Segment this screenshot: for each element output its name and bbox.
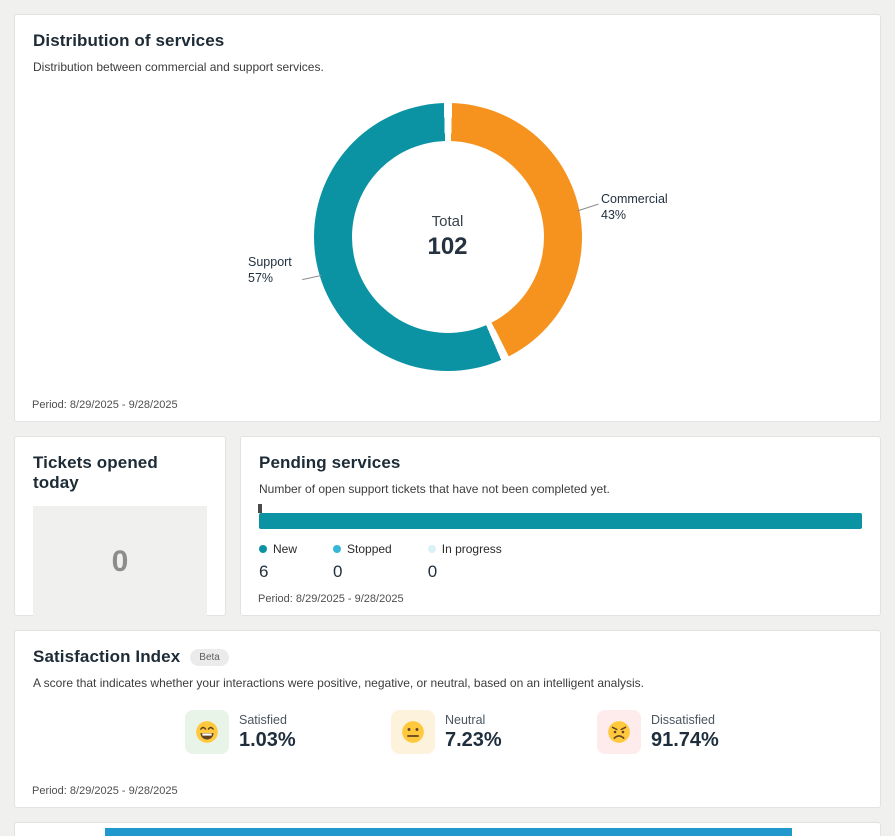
emoji-box <box>185 710 229 754</box>
angry-face-icon <box>608 721 630 743</box>
legend-head: In progress <box>427 542 502 556</box>
distribution-card: Distribution of services Distribution be… <box>14 14 881 422</box>
legend-label: In progress <box>441 542 502 556</box>
partial-next-card <box>14 822 881 836</box>
satisfaction-title-row: Satisfaction Index Beta <box>33 647 862 667</box>
support-percent: 57% <box>248 271 274 286</box>
legend-head: New <box>259 542 297 556</box>
tickets-count-value: 0 <box>111 545 129 578</box>
metric-label: Dissatisfied <box>651 712 715 727</box>
pending-bar-area <box>258 504 862 529</box>
bar-axis-tick <box>258 504 262 513</box>
pending-legend: New 6 Stopped 0 In progress 0 <box>259 542 862 582</box>
donut-chart[interactable]: Total 102 <box>313 103 582 371</box>
metric-value: 1.03% <box>239 728 296 751</box>
support-label: Support <box>248 255 292 269</box>
beta-badge: Beta <box>190 648 229 666</box>
satisfaction-card-title: Satisfaction Index <box>33 647 181 666</box>
legend-item-in-progress[interactable]: In progress 0 <box>427 542 502 582</box>
commercial-callout: Commercial 43% <box>601 191 668 224</box>
distribution-card-title: Distribution of services <box>33 31 225 50</box>
satisfaction-card: Satisfaction Index Beta A score that ind… <box>14 630 881 808</box>
tickets-card-title: Tickets opened today <box>33 453 158 492</box>
legend-label: Stopped <box>347 542 392 556</box>
metric-value: 7.23% <box>445 728 502 751</box>
emoji-box <box>597 710 641 754</box>
neutral-face-icon <box>402 721 424 743</box>
satisfaction-metrics: Satisfied 1.03% Neutral 7.23% <box>33 710 862 754</box>
legend-value: 0 <box>333 562 343 581</box>
metric-label: Satisfied <box>239 712 287 727</box>
pending-card-title: Pending services <box>259 453 401 472</box>
tickets-count-box: 0 <box>33 506 207 618</box>
metric-satisfied: Satisfied 1.03% <box>185 710 335 754</box>
legend-dot <box>259 545 267 553</box>
distribution-card-subtitle: Distribution between commercial and supp… <box>33 60 324 74</box>
donut-total-label: Total <box>431 213 464 230</box>
metric-label: Neutral <box>445 712 486 727</box>
donut-total-value: 102 <box>427 233 468 260</box>
middle-row: Tickets opened today 0 Pending services … <box>14 436 881 618</box>
satisfaction-period: Period: 8/29/2025 - 9/28/2025 <box>32 785 178 797</box>
legend-item-stopped[interactable]: Stopped 0 <box>333 542 392 582</box>
grinning-face-icon <box>196 721 218 743</box>
pending-bar[interactable] <box>259 513 862 529</box>
metric-value: 91.74% <box>651 728 719 751</box>
legend-item-new[interactable]: New 6 <box>259 542 297 582</box>
donut-center: Total 102 <box>351 141 544 333</box>
distribution-period: Period: 8/29/2025 - 9/28/2025 <box>32 399 178 411</box>
pending-period: Period: 8/29/2025 - 9/28/2025 <box>258 593 404 605</box>
metric-dissatisfied: Dissatisfied 91.74% <box>597 710 747 754</box>
legend-value: 0 <box>427 562 438 581</box>
bottom-partial-bar[interactable] <box>105 828 792 836</box>
satisfaction-card-subtitle: A score that indicates whether your inte… <box>33 676 645 690</box>
metric-text: Satisfied 1.03% <box>239 713 296 752</box>
legend-dot <box>427 545 436 553</box>
commercial-percent: 43% <box>601 208 627 223</box>
commercial-label: Commercial <box>601 192 668 206</box>
legend-dot <box>333 545 342 553</box>
pending-card: Pending services Number of open support … <box>240 436 881 616</box>
legend-label: New <box>273 542 298 556</box>
support-callout: Support 57% <box>248 254 292 287</box>
tickets-card: Tickets opened today 0 <box>14 436 226 618</box>
emoji-box <box>391 710 435 754</box>
pending-card-subtitle: Number of open support tickets that have… <box>259 482 610 496</box>
metric-text: Dissatisfied 91.74% <box>651 713 719 752</box>
metric-text: Neutral 7.23% <box>445 713 502 752</box>
legend-head: Stopped <box>333 542 392 556</box>
metric-neutral: Neutral 7.23% <box>391 710 541 754</box>
commercial-leader-line <box>577 203 599 212</box>
legend-value: 6 <box>259 562 269 581</box>
